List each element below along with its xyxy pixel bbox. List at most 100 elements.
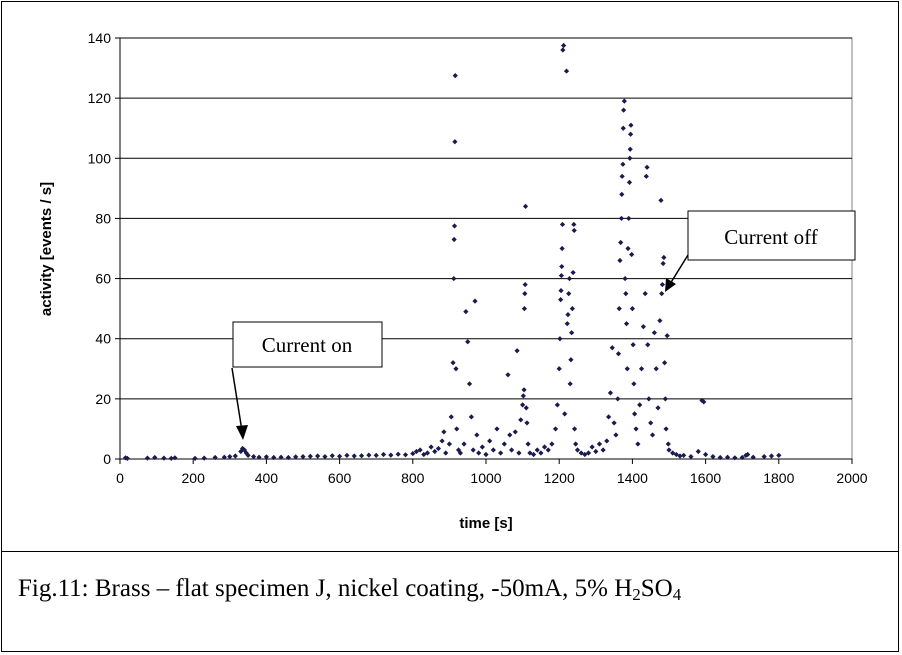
x-tick-label: 400 xyxy=(255,470,279,486)
x-tick-label: 1800 xyxy=(763,470,794,486)
data-point xyxy=(410,450,416,457)
data-point xyxy=(663,426,669,432)
data-point xyxy=(238,448,244,455)
data-point xyxy=(604,438,610,444)
data-point xyxy=(322,453,328,460)
data-point xyxy=(613,432,619,438)
data-point xyxy=(300,453,306,460)
data-point xyxy=(606,414,612,420)
data-point xyxy=(649,432,656,438)
data-point xyxy=(522,203,529,209)
data-point xyxy=(611,420,617,426)
data-point xyxy=(144,455,151,461)
data-point xyxy=(569,306,575,312)
data-point xyxy=(435,445,442,452)
data-point xyxy=(607,390,614,396)
data-point xyxy=(750,454,756,460)
data-point xyxy=(624,366,630,372)
data-point xyxy=(681,452,687,458)
data-point xyxy=(571,426,578,432)
x-tick-label: 600 xyxy=(328,470,352,486)
data-point xyxy=(566,275,573,282)
data-point xyxy=(573,441,579,447)
caption-subscript: 2 xyxy=(632,585,641,604)
data-point xyxy=(621,107,627,113)
data-point xyxy=(732,455,738,461)
data-point xyxy=(664,333,670,339)
data-point xyxy=(585,450,592,456)
data-point xyxy=(560,42,567,49)
data-point xyxy=(524,420,530,426)
data-point xyxy=(483,451,489,458)
data-point xyxy=(451,223,458,229)
data-point xyxy=(520,402,526,408)
data-point xyxy=(701,399,707,405)
data-point xyxy=(441,429,447,435)
caption-divider xyxy=(1,551,899,552)
data-point xyxy=(454,426,460,432)
data-point xyxy=(655,405,661,411)
data-point xyxy=(549,441,555,447)
data-point xyxy=(564,321,570,327)
y-tick-label: 60 xyxy=(95,271,111,287)
data-point xyxy=(660,260,666,267)
annotation-box xyxy=(687,210,856,261)
data-point xyxy=(633,426,639,432)
y-axis-label: activity [events / s] xyxy=(38,182,55,316)
data-point xyxy=(358,453,365,459)
data-point xyxy=(373,452,379,458)
data-point xyxy=(629,306,635,312)
data-point xyxy=(293,454,299,460)
caption-subscript: 4 xyxy=(672,585,682,604)
data-point xyxy=(530,451,537,458)
data-point xyxy=(521,306,528,312)
y-tick-label: 20 xyxy=(95,391,111,407)
data-point xyxy=(152,454,158,461)
data-point xyxy=(745,451,751,458)
data-point xyxy=(563,68,570,74)
data-point xyxy=(337,453,343,459)
data-point xyxy=(344,452,350,458)
data-point xyxy=(439,438,445,444)
x-tick-label: 1000 xyxy=(470,470,501,486)
data-point xyxy=(743,452,749,458)
data-point xyxy=(559,245,565,252)
data-point xyxy=(609,345,615,351)
data-point xyxy=(554,402,560,408)
data-point xyxy=(623,291,629,297)
data-point xyxy=(571,221,577,228)
data-point xyxy=(638,366,645,372)
caption-text: Fig.11: Brass – flat specimen J, nickel … xyxy=(18,575,633,602)
data-point xyxy=(673,451,679,458)
data-point xyxy=(413,448,420,455)
data-point xyxy=(626,215,632,222)
data-point xyxy=(552,426,559,432)
figure-caption: Fig.11: Brass – flat specimen J, nickel … xyxy=(18,575,888,603)
data-point xyxy=(657,318,663,324)
data-point xyxy=(490,447,496,453)
data-point xyxy=(465,339,471,345)
data-point xyxy=(512,429,518,435)
data-point xyxy=(659,291,665,297)
data-point xyxy=(278,454,284,460)
data-point xyxy=(523,405,529,411)
data-point xyxy=(450,360,456,366)
data-point xyxy=(620,125,626,131)
data-point xyxy=(451,236,457,243)
scatter-chart: 0 20 40 60 80 100 120 140 0 200 400 600 800 1000 1200… xyxy=(38,30,868,532)
data-point xyxy=(768,453,775,459)
data-point xyxy=(240,445,246,452)
data-point xyxy=(124,455,130,461)
data-point xyxy=(724,454,731,460)
data-point xyxy=(476,450,482,456)
data-point xyxy=(651,330,657,336)
data-point xyxy=(559,221,566,228)
data-point xyxy=(428,444,434,450)
data-point xyxy=(256,454,262,460)
data-point xyxy=(670,450,676,456)
annotation-current-on: Current on xyxy=(231,321,383,440)
data-point xyxy=(514,348,520,354)
data-point xyxy=(666,447,672,453)
axes xyxy=(115,37,853,464)
data-point xyxy=(421,451,427,458)
